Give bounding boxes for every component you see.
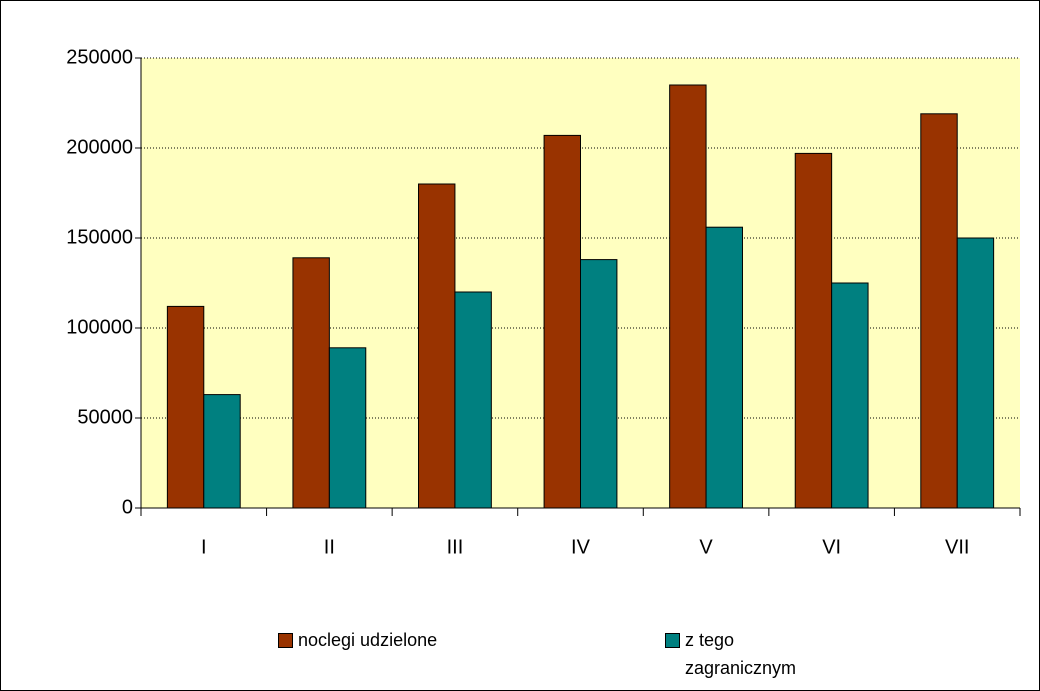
bar (580, 259, 618, 509)
bar (956, 237, 995, 509)
legend-item: noclegi udzielone (278, 626, 538, 654)
y-tick-label: 250000 (66, 46, 133, 68)
y-tick-label: 0 (122, 496, 133, 518)
x-tick-label: II (324, 536, 335, 558)
bar (454, 291, 492, 509)
x-tick-label: III (447, 536, 464, 558)
x-tick-label: V (699, 536, 713, 558)
y-tick-label: 200000 (66, 136, 133, 158)
bar (203, 394, 241, 509)
legend-item: z tego zagranicznym (665, 626, 805, 682)
bar (669, 84, 707, 509)
y-tick-label: 100000 (66, 316, 133, 338)
bar (705, 226, 743, 509)
bar (543, 134, 582, 509)
bar (920, 113, 958, 509)
bar (418, 183, 456, 509)
bar (831, 282, 869, 509)
legend-label: z tego zagranicznym (685, 630, 797, 678)
y-tick-label: 150000 (66, 226, 133, 248)
legend-label: noclegi udzielone (298, 630, 438, 650)
x-tick-label: IV (571, 536, 591, 558)
bar (794, 152, 833, 509)
legend-swatch (278, 633, 293, 648)
bar (166, 305, 205, 509)
x-tick-label: I (201, 536, 207, 558)
y-tick-label: 50000 (77, 406, 133, 428)
bar (328, 347, 367, 509)
x-tick-label: VI (822, 536, 841, 558)
legend-swatch (665, 633, 680, 648)
x-tick-label: VII (945, 536, 969, 558)
bar (292, 257, 330, 509)
